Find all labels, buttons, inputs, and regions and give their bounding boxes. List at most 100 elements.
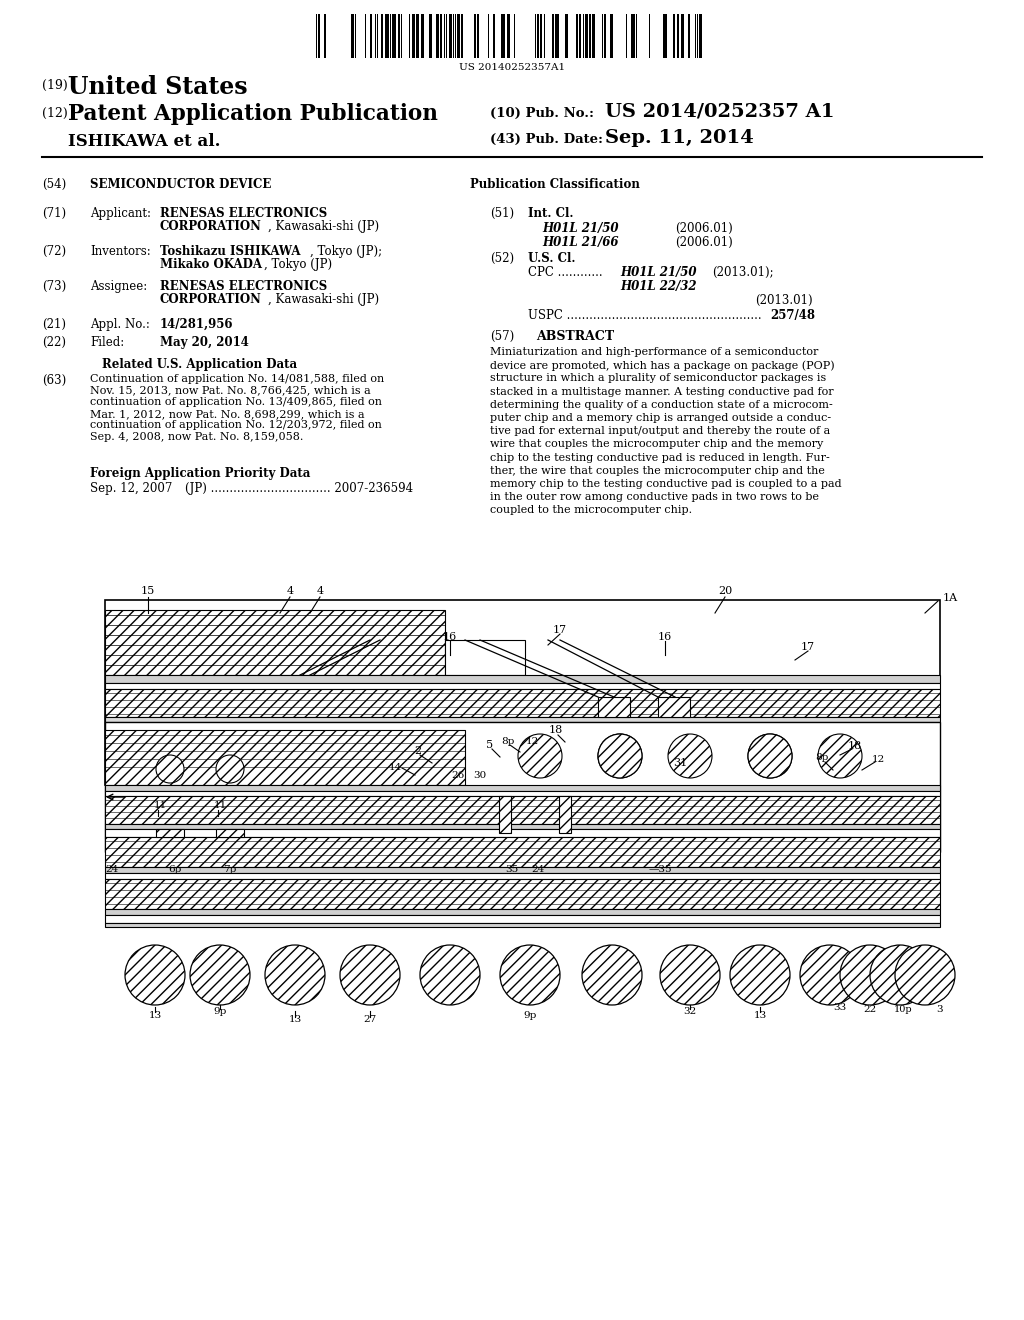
Circle shape xyxy=(598,734,642,777)
Bar xyxy=(559,796,571,833)
Bar xyxy=(105,915,940,923)
Text: Sep. 12, 2007: Sep. 12, 2007 xyxy=(90,482,172,495)
Text: 17: 17 xyxy=(801,642,815,652)
Bar xyxy=(592,15,595,58)
Bar xyxy=(105,682,940,689)
Bar xyxy=(658,697,690,717)
Bar xyxy=(598,697,630,717)
Text: 20: 20 xyxy=(718,586,732,597)
Text: coupled to the microcomputer chip.: coupled to the microcomputer chip. xyxy=(490,506,692,515)
Text: memory chip to the testing conductive pad is coupled to a pad: memory chip to the testing conductive pa… xyxy=(490,479,842,488)
Bar xyxy=(324,15,326,58)
Bar xyxy=(105,909,940,915)
Bar xyxy=(436,15,439,58)
Bar xyxy=(552,15,554,58)
Bar xyxy=(105,791,940,796)
Text: Inventors:: Inventors: xyxy=(90,246,151,257)
Text: Filed:: Filed: xyxy=(90,337,124,348)
Circle shape xyxy=(265,945,325,1005)
Bar xyxy=(540,15,542,58)
Text: (21): (21) xyxy=(42,318,66,331)
Bar xyxy=(105,689,940,717)
Text: , Tokyo (JP): , Tokyo (JP) xyxy=(264,257,332,271)
Bar xyxy=(445,640,525,675)
Text: 33: 33 xyxy=(834,1003,847,1012)
Bar xyxy=(501,15,505,58)
Text: 2: 2 xyxy=(415,746,422,756)
Bar xyxy=(105,785,940,791)
Text: 27: 27 xyxy=(364,1015,377,1024)
Text: 31: 31 xyxy=(673,758,687,768)
Text: (52): (52) xyxy=(490,252,514,265)
Text: (12): (12) xyxy=(42,107,68,120)
Bar xyxy=(416,15,419,58)
Text: 24: 24 xyxy=(105,866,119,874)
Bar xyxy=(105,837,940,867)
Text: (10) Pub. No.:: (10) Pub. No.: xyxy=(490,107,594,120)
Circle shape xyxy=(518,734,562,777)
Bar xyxy=(105,675,940,682)
Circle shape xyxy=(800,945,860,1005)
Text: , Kawasaki-shi (JP): , Kawasaki-shi (JP) xyxy=(268,220,379,234)
Text: 16: 16 xyxy=(442,632,457,642)
Text: 32: 32 xyxy=(683,1007,696,1016)
Text: Continuation of application No. 14/081,588, filed on
Nov. 15, 2013, now Pat. No.: Continuation of application No. 14/081,5… xyxy=(90,374,384,442)
Text: (71): (71) xyxy=(42,207,67,220)
Circle shape xyxy=(190,945,250,1005)
Text: Miniaturization and high-performance of a semiconductor: Miniaturization and high-performance of … xyxy=(490,347,818,356)
Bar xyxy=(699,15,702,58)
Bar xyxy=(673,15,675,58)
Text: 5: 5 xyxy=(486,741,494,750)
Bar xyxy=(477,15,479,58)
Bar xyxy=(105,824,940,829)
Text: CORPORATION: CORPORATION xyxy=(160,220,262,234)
Circle shape xyxy=(582,945,642,1005)
Circle shape xyxy=(660,945,720,1005)
Text: 8p: 8p xyxy=(502,737,515,746)
Circle shape xyxy=(500,945,560,1005)
Text: (43) Pub. Date:: (43) Pub. Date: xyxy=(490,133,603,147)
Text: 11: 11 xyxy=(154,801,167,810)
Text: (2006.01): (2006.01) xyxy=(675,222,733,235)
Text: Assignee:: Assignee: xyxy=(90,280,147,293)
Bar xyxy=(631,15,635,58)
Text: SEMICONDUCTOR DEVICE: SEMICONDUCTOR DEVICE xyxy=(90,178,271,191)
Text: (73): (73) xyxy=(42,280,67,293)
Text: chip to the testing conductive pad is reduced in length. Fur-: chip to the testing conductive pad is re… xyxy=(490,453,829,462)
Text: Related U.S. Application Data: Related U.S. Application Data xyxy=(102,358,298,371)
Bar xyxy=(105,879,940,909)
Bar xyxy=(105,867,940,873)
Text: 14/281,956: 14/281,956 xyxy=(160,318,233,331)
Text: United States: United States xyxy=(68,75,248,99)
Text: ISHIKAWA et al.: ISHIKAWA et al. xyxy=(68,133,220,150)
Text: 22: 22 xyxy=(863,1006,877,1015)
Circle shape xyxy=(216,755,244,783)
Text: (2013.01): (2013.01) xyxy=(755,294,813,308)
Bar xyxy=(507,15,510,58)
Text: 24: 24 xyxy=(531,866,545,874)
Text: 30: 30 xyxy=(473,771,486,780)
Text: structure in which a plurality of semiconductor packages is: structure in which a plurality of semico… xyxy=(490,374,826,383)
Text: (63): (63) xyxy=(42,374,67,387)
Text: Patent Application Publication: Patent Application Publication xyxy=(68,103,438,125)
Text: 257/48: 257/48 xyxy=(770,309,815,322)
Circle shape xyxy=(420,945,480,1005)
Bar xyxy=(381,15,383,58)
Circle shape xyxy=(895,945,955,1005)
Bar xyxy=(412,15,415,58)
Text: 1A: 1A xyxy=(942,593,957,603)
Bar xyxy=(457,15,460,58)
Text: , Tokyo (JP);: , Tokyo (JP); xyxy=(310,246,382,257)
Text: RENESAS ELECTRONICS: RENESAS ELECTRONICS xyxy=(160,207,328,220)
Text: 8p: 8p xyxy=(815,754,828,763)
Text: CORPORATION: CORPORATION xyxy=(160,293,262,306)
Text: 18: 18 xyxy=(549,725,563,735)
Bar xyxy=(663,15,667,58)
Bar xyxy=(681,15,684,58)
Text: in the outer row among conductive pads in two rows to be: in the outer row among conductive pads i… xyxy=(490,492,819,502)
Text: CPC ............: CPC ............ xyxy=(528,267,603,279)
Circle shape xyxy=(668,734,712,777)
Text: H01L 21/50: H01L 21/50 xyxy=(542,222,618,235)
Text: (2006.01): (2006.01) xyxy=(675,236,733,249)
Text: 13: 13 xyxy=(754,1011,767,1019)
